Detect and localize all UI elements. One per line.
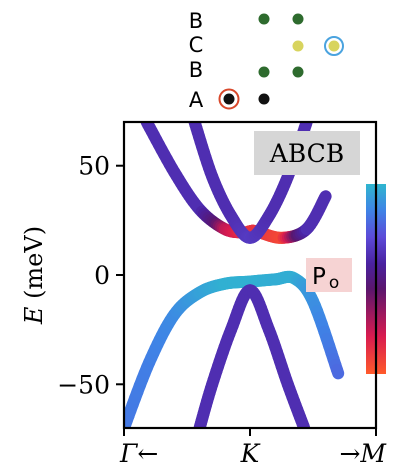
atom-c-highlight-ring — [324, 36, 344, 56]
atom-b-top-1 — [258, 13, 270, 25]
colorbar-label-badge — [306, 258, 352, 292]
title-badge — [254, 131, 360, 175]
chart-title: ABCB — [269, 139, 344, 168]
y-tick-label: 0 — [94, 261, 110, 290]
layer-label-a: A — [189, 88, 204, 112]
atom-a-highlight-ring — [218, 88, 240, 110]
band-3 — [124, 270, 345, 428]
y-axis-label-symbol: E — [20, 306, 48, 325]
y-tick-label: 50 — [78, 152, 110, 181]
x-tick-label: Γ← — [119, 439, 158, 468]
colorbar-label-sub: o — [329, 273, 339, 293]
x-tick-label: K — [240, 439, 261, 468]
band-4 — [193, 284, 311, 428]
layer-label-b-top: B — [189, 9, 203, 33]
atom-a-2 — [258, 93, 270, 105]
y-axis-label-unit: (meV) — [20, 226, 48, 307]
band-segment — [318, 190, 332, 204]
atom-b-bottom-1 — [258, 66, 270, 78]
x-tick-label: →M — [339, 439, 387, 468]
axis-ticks: 50 0 −50 Γ← K →M — [57, 152, 387, 468]
atom-c-1 — [292, 40, 304, 52]
stacking-diagram: B C B A — [189, 9, 344, 112]
y-axis-label: E (meV) — [20, 226, 48, 325]
atom-b-bottom-2 — [292, 66, 304, 78]
atom-b-top-2 — [292, 13, 304, 25]
atom-a-1 — [223, 93, 235, 105]
layer-label-c: C — [189, 33, 204, 57]
atom-c-2 — [328, 40, 340, 52]
band-segment — [330, 363, 345, 380]
colorbar-label-main: P — [312, 264, 326, 290]
layer-label-b-bottom: B — [189, 58, 203, 82]
y-tick-label: −50 — [57, 370, 110, 399]
